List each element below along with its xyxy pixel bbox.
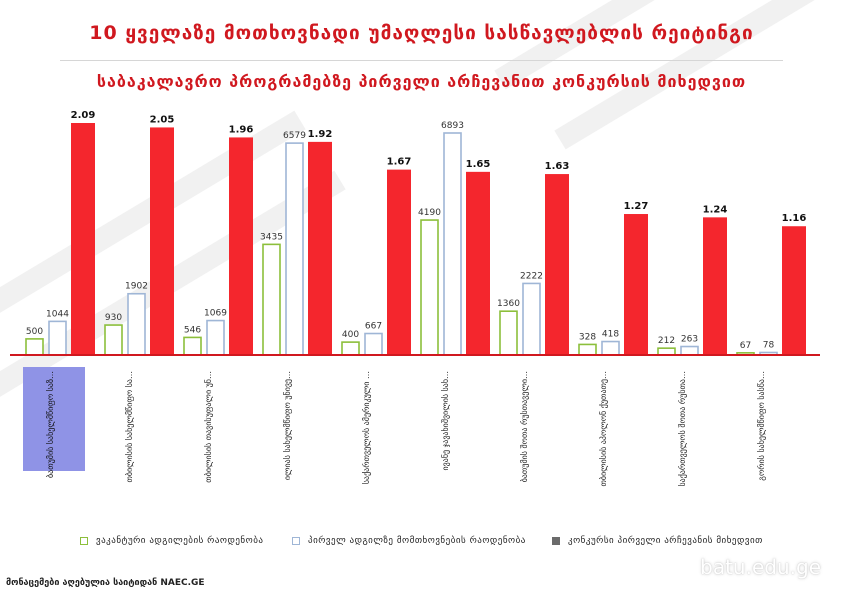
category-label: საქართველოს შოთა რუსთა… (677, 371, 687, 487)
legend-swatch-applicants (292, 537, 300, 545)
label-vacant: 4190 (418, 208, 441, 218)
label-applicants: 2222 (520, 271, 543, 281)
label-applicants: 263 (681, 335, 698, 345)
category-label: თბილისის აპოლონ ქუთათე… (598, 371, 608, 487)
category-label: ბათუმის შოთა რუსთაველი… (519, 371, 529, 482)
bar-applicants (680, 345, 699, 356)
bar-vacant (183, 336, 202, 356)
label-vacant: 500 (26, 327, 43, 337)
bar-vacant (262, 243, 281, 356)
label-vacant: 1360 (497, 299, 520, 309)
label-vacant: 328 (579, 332, 596, 342)
legend-label-competition: კონკურსი პირველი არჩევანის მიხედვით (568, 536, 763, 546)
bar-competition (150, 127, 174, 356)
legend-label-applicants: პირველ ადგილზე მომთხოვნების რაოდენობა (308, 536, 526, 546)
category-label: გორის სახელმწიფო სასწა… (756, 371, 766, 481)
bar-competition (387, 169, 411, 355)
label-applicants: 1044 (46, 309, 69, 319)
label-competition: 1.65 (466, 159, 491, 170)
category-label: თბილისის სახელმწიფო სა… (124, 371, 134, 483)
label-competition: 1.96 (229, 124, 254, 135)
bar-applicants (522, 282, 541, 356)
bar-applicants (285, 142, 304, 356)
bar-vacant (499, 310, 518, 356)
bar-competition (71, 123, 95, 355)
source-note: მონაცემები აღებულია საიტიდან NAEC.GE (6, 578, 205, 588)
label-competition: 1.92 (308, 129, 333, 140)
page-title: 10 ყველაზე მოთხოვნადი უმაღლესი სასწავლებ… (89, 22, 754, 44)
label-vacant: 546 (184, 325, 201, 335)
legend-label-vacant: ვაკანტური ადგილების რაოდენობა (96, 536, 264, 546)
label-competition: 2.05 (150, 114, 175, 125)
category-label: ბათუმის სახელმწიფო საზ… (45, 371, 55, 478)
label-applicants: 1902 (125, 282, 148, 292)
title-divider (60, 60, 783, 61)
bar-applicants (127, 292, 146, 356)
legend-item-competition: კონკურსი პირველი არჩევანის მიხედვით (552, 536, 763, 546)
bar-applicants (364, 332, 383, 356)
site-watermark: batu.edu.ge (700, 555, 821, 579)
label-competition: 1.24 (703, 204, 728, 215)
bar-applicants (206, 319, 225, 356)
bar-vacant (578, 343, 597, 356)
label-competition: 1.16 (782, 213, 807, 224)
label-competition: 1.63 (545, 161, 570, 172)
bar-competition (703, 217, 727, 355)
bar-competition (466, 171, 490, 355)
label-competition: 2.09 (71, 110, 96, 121)
bar-competition (229, 137, 253, 355)
legend-item-applicants: პირველ ადგილზე მომთხოვნების რაოდენობა (292, 536, 526, 546)
category-label: საქართველოს ამერიკული … (361, 371, 371, 484)
bar-applicants (48, 320, 67, 356)
label-vacant: 930 (105, 313, 122, 323)
category-label: თბილისის თავისუფალი უნ… (203, 371, 213, 483)
label-competition: 1.67 (387, 157, 412, 168)
bar-applicants (601, 340, 620, 356)
label-vacant: 400 (342, 330, 359, 340)
bar-vacant (25, 338, 44, 356)
bar-competition (545, 174, 569, 355)
label-applicants: 6893 (441, 121, 464, 131)
label-applicants: 1069 (204, 309, 227, 319)
bar-vacant (341, 341, 360, 356)
bar-vacant (657, 347, 676, 356)
bar-competition (782, 226, 806, 355)
bar-vacant (104, 324, 123, 356)
category-label: ილიას სახელმწიფო უნივე… (282, 371, 292, 480)
bar-competition (308, 141, 332, 355)
label-applicants: 78 (763, 340, 775, 350)
label-competition: 1.27 (624, 201, 649, 212)
label-applicants: 6579 (283, 131, 306, 141)
legend-swatch-competition (552, 537, 560, 545)
legend-item-vacant: ვაკანტური ადგილების რაოდენობა (80, 536, 263, 546)
bar-competition (624, 214, 648, 355)
category-highlight (23, 367, 85, 471)
label-applicants: 667 (365, 322, 382, 332)
label-vacant: 3435 (260, 232, 283, 242)
label-vacant: 212 (658, 336, 675, 346)
bar-vacant (420, 219, 439, 356)
legend-swatch-vacant (80, 537, 88, 545)
category-label: ივანე ჯავახიშვილის სახ… (440, 371, 450, 470)
bar-applicants (443, 132, 462, 356)
chart-subtitle: საბაკალავრო პროგრამებზე პირველი არჩევანი… (96, 72, 747, 91)
label-vacant: 67 (740, 341, 751, 351)
label-applicants: 418 (602, 330, 619, 340)
